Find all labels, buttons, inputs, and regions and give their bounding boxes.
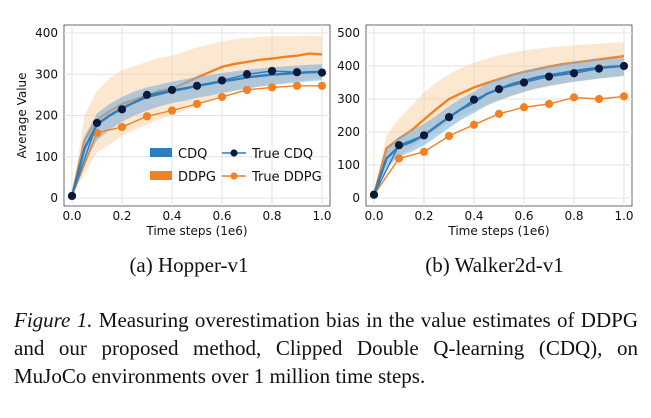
- true-ddpg-point: [192, 99, 202, 109]
- y-tick-label: 0: [352, 191, 360, 205]
- x-tick-label: 0.6: [514, 209, 533, 223]
- caption-text: Measuring overestimation bias in the val…: [14, 308, 638, 388]
- true-cdq-point: [519, 78, 529, 87]
- cdq-band: [72, 64, 322, 196]
- true-cdq-point: [242, 70, 252, 79]
- y-tick-label: 100: [35, 150, 58, 164]
- legend-label-ddpg: DDPG: [178, 170, 216, 185]
- true-cdq-point: [469, 95, 479, 104]
- x-tick-label: 1.0: [614, 209, 633, 223]
- true-ddpg-point: [394, 154, 404, 163]
- x-tick-label: 0.0: [62, 209, 81, 223]
- true-cdq-point: [117, 105, 127, 114]
- true-ddpg-point: [167, 106, 177, 115]
- true-ddpg-point: [569, 93, 579, 102]
- true-cdq-point: [267, 66, 277, 76]
- true-ddpg-point: [494, 109, 504, 118]
- y-tick-label: 400: [337, 59, 360, 73]
- x-tick-label: 0.8: [564, 209, 583, 223]
- panel-walker2d: 0 100 200 300 400 500 0.0 0.2 0.4 0.6 0.8 1.0 Time s…: [337, 24, 634, 277]
- x-tick-label: 0.2: [414, 209, 433, 223]
- legend: CDQ True CDQ DDPG True DDPG: [150, 147, 322, 185]
- y-tick-label: 300: [35, 67, 58, 81]
- true-ddpg-point: [117, 122, 127, 132]
- true-cdq-point: [217, 76, 227, 85]
- panel-label: (b) Walker2d-v1: [425, 253, 563, 277]
- y-tick-label: 200: [337, 125, 360, 139]
- true-cdq-point: [292, 68, 302, 77]
- x-axis-label: Time steps (1e6): [447, 224, 549, 238]
- true-ddpg-point: [242, 85, 252, 95]
- true-cdq-point: [594, 64, 604, 73]
- true-ddpg-point: [292, 81, 302, 90]
- true-cdq-point: [369, 190, 379, 199]
- true-cdq-point: [192, 81, 202, 90]
- y-tick-label: 0: [50, 191, 58, 205]
- true-ddpg-point: [519, 103, 529, 112]
- x-tick-label: 0.2: [112, 209, 131, 223]
- panel-hopper: 0 100 200 300 400 0.0 0.2 0.4 0.6 0.8 1.0 Time step…: [15, 24, 332, 277]
- true-ddpg-point: [469, 120, 479, 129]
- true-cdq-point: [444, 113, 454, 122]
- true-cdq-point: [419, 131, 429, 140]
- legend-label-true-cdq: True CDQ: [251, 147, 313, 162]
- y-tick-label: 100: [337, 158, 360, 172]
- figure-caption: Figure 1. Measuring overestimation bias …: [14, 306, 638, 390]
- x-axis-label: Time steps (1e6): [145, 224, 247, 238]
- true-cdq-point: [167, 85, 177, 95]
- x-tick-label: 1.0: [312, 209, 331, 223]
- true-cdq-point: [317, 68, 327, 77]
- y-tick-label: 400: [35, 26, 58, 40]
- true-cdq-point: [569, 69, 579, 78]
- true-cdq-point: [67, 191, 77, 201]
- true-ddpg-point: [419, 147, 429, 156]
- true-cdq-point: [142, 90, 152, 99]
- true-cdq-point: [619, 61, 629, 71]
- legend-swatch-ddpg: [150, 171, 172, 180]
- true-ddpg-point: [142, 112, 152, 121]
- true-cdq-point: [544, 72, 554, 81]
- x-tick-label: 0.4: [162, 209, 181, 223]
- caption-lead: Figure 1.: [14, 308, 93, 332]
- true-ddpg-point: [444, 131, 454, 141]
- panel-label: (a) Hopper-v1: [129, 253, 248, 277]
- true-ddpg-point: [267, 83, 277, 92]
- true-cdq-point: [394, 141, 404, 150]
- y-tick-label: 200: [35, 109, 58, 123]
- legend-marker-true-ddpg: [230, 172, 238, 180]
- true-ddpg-point: [317, 81, 327, 90]
- y-tick-label: 500: [337, 26, 360, 40]
- true-ddpg-point: [594, 94, 604, 104]
- true-ddpg-point: [217, 92, 227, 102]
- true-ddpg-point: [619, 92, 629, 101]
- y-tick-label: 300: [337, 92, 360, 106]
- x-tick-label: 0.6: [212, 209, 231, 223]
- x-tick-label: 0.8: [262, 209, 281, 223]
- true-ddpg-point: [544, 99, 554, 109]
- legend-marker-true-cdq: [230, 149, 238, 157]
- legend-label-true-ddpg: True DDPG: [251, 170, 322, 185]
- y-axis-label: Average Value: [15, 72, 29, 158]
- x-tick-label: 0.4: [464, 209, 483, 223]
- legend-label-cdq: CDQ: [178, 147, 207, 162]
- true-cdq-point: [92, 118, 102, 128]
- true-cdq-point: [494, 85, 504, 94]
- legend-swatch-cdq: [150, 148, 172, 157]
- x-tick-label: 0.0: [364, 209, 383, 223]
